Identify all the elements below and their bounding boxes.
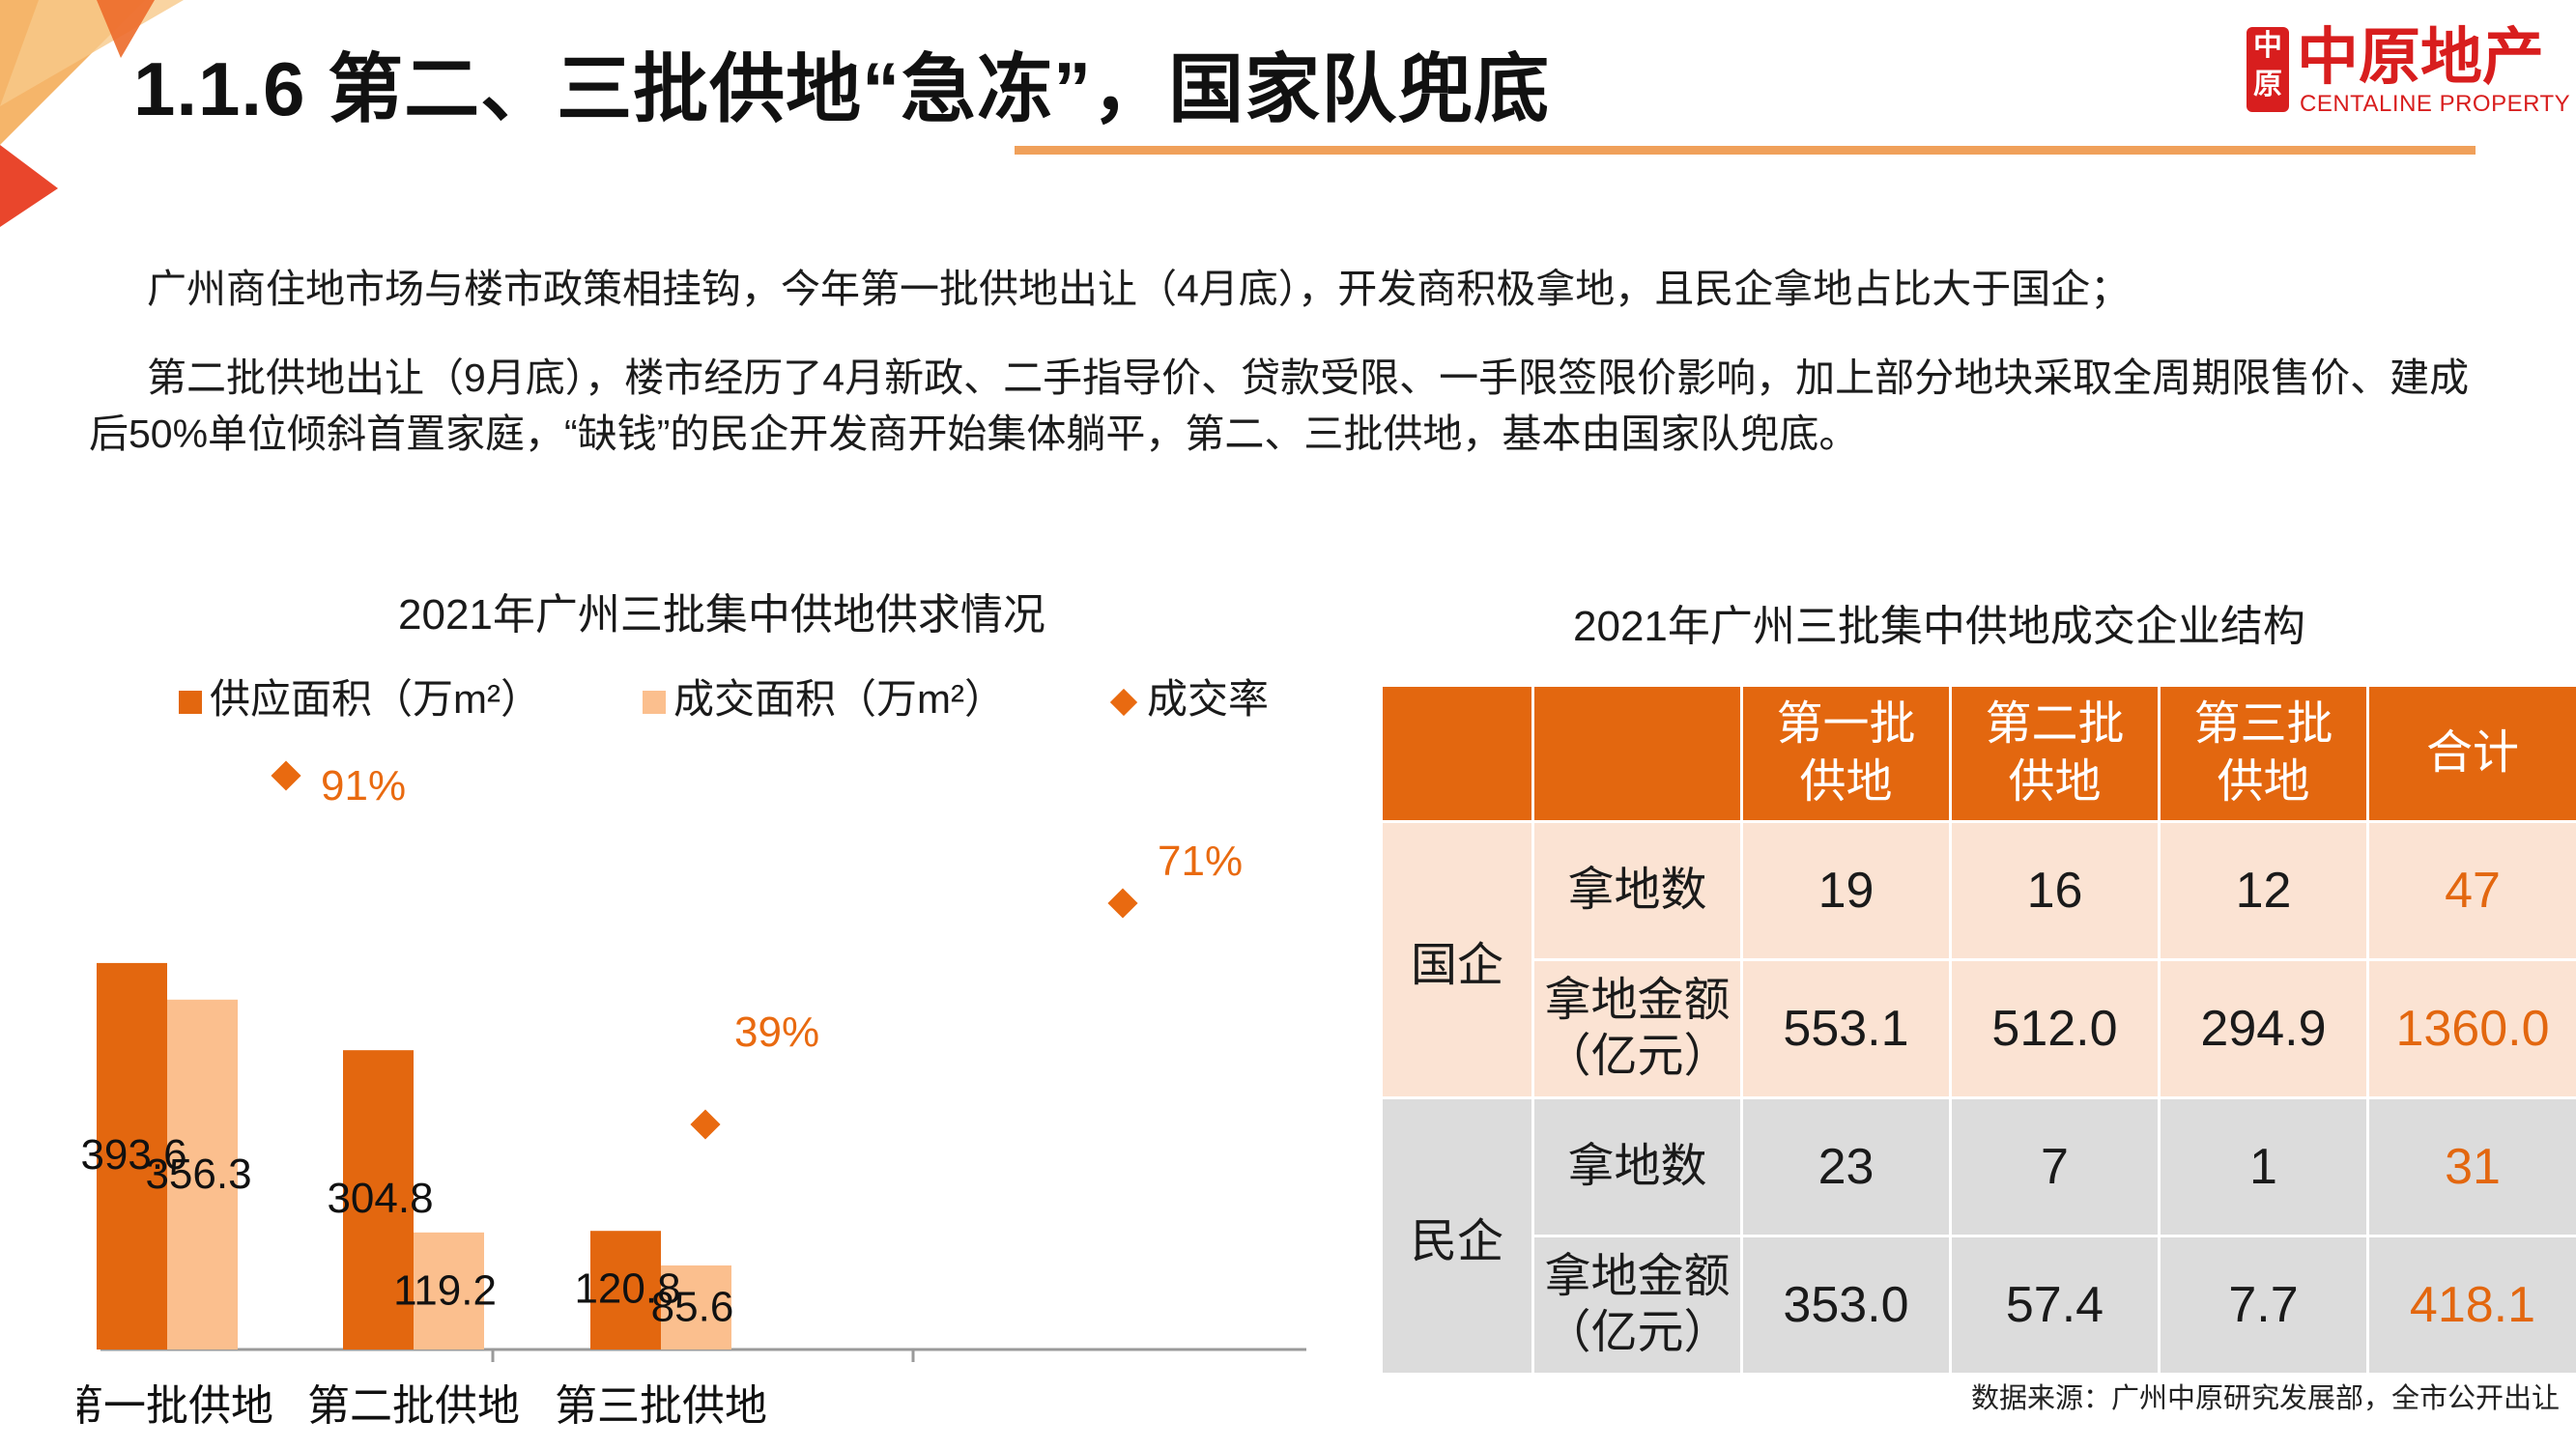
- bar-supply: [590, 1231, 661, 1350]
- header-batch3-line2: 供地: [2217, 756, 2310, 808]
- row-label-line: 拿地数: [1567, 1141, 1707, 1192]
- logo-en-text: CENTALINE PROPERTY: [2300, 91, 2571, 117]
- legend-item-deal: 成交面积（万m²）: [643, 667, 1005, 725]
- table-row: 拿地金额 （亿元） 553.1 512.0 294.9 1360.0: [1382, 958, 2576, 1099]
- bar-supply: [343, 1050, 414, 1350]
- data-label-supply: 304.8: [327, 1175, 433, 1222]
- header-batch2-line2: 供地: [2008, 756, 2102, 808]
- header-batch1-line1: 第一批: [1776, 698, 1916, 750]
- rate-marker: [690, 1109, 721, 1140]
- total-cell: 1360.0: [2366, 958, 2576, 1099]
- bar-deal: [167, 999, 238, 1350]
- header-batch3-line1: 第三批: [2193, 698, 2333, 750]
- table-row: 拿地金额 （亿元） 353.0 57.4 7.7 418.1: [1382, 1235, 2576, 1376]
- rate-label: 39%: [734, 1009, 819, 1056]
- data-label-deal: 119.2: [393, 1266, 497, 1314]
- value-cell: 12: [2158, 820, 2369, 961]
- row-label-cell: 拿地金额 （亿元）: [1531, 1235, 1743, 1376]
- logo-mark-icon: 中原: [2247, 27, 2289, 112]
- legend-swatch-supply: [179, 690, 202, 714]
- header-cell-empty: [1531, 684, 1743, 823]
- data-label-supply: 393.6: [80, 1131, 186, 1179]
- group-label-cell: 民企: [1380, 1096, 1534, 1376]
- rate-marker: [271, 760, 301, 791]
- data-source-note: 数据来源：广州中原研究发展部，全市公开出让: [1971, 1383, 2561, 1414]
- header-cell-batch2: 第二批 供地: [1949, 684, 2161, 823]
- total-cell: 418.1: [2366, 1235, 2576, 1376]
- header-cell-batch1: 第一批 供地: [1740, 684, 1952, 823]
- group-label-cell: 国企: [1380, 820, 1534, 1099]
- chart-title: 2021年广州三批集中供地供求情况: [398, 591, 1045, 639]
- x-tick-label: 第二批供地: [307, 1382, 520, 1430]
- row-label-line: （亿元）: [1544, 1031, 1731, 1082]
- data-label-supply: 120.8: [574, 1265, 680, 1313]
- header-batch2-line1: 第二批: [1985, 698, 2125, 750]
- bar-supply: [97, 962, 167, 1350]
- value-cell: 16: [1949, 820, 2161, 961]
- header-cell-empty: [1380, 684, 1534, 823]
- legend-item-supply: 供应面积（万m²）: [179, 667, 541, 725]
- corner-decoration: [0, 0, 184, 227]
- table-row: 国企 拿地数 19 16 12 47: [1380, 820, 2576, 1099]
- header-cell-total: 合计: [2366, 684, 2576, 823]
- total-cell: 47: [2366, 820, 2576, 961]
- row-label-cell: 拿地数: [1531, 1096, 1743, 1237]
- row-label-cell: 拿地数: [1531, 820, 1743, 961]
- table-title: 2021年广州三批集中供地成交企业结构: [1573, 603, 2305, 650]
- x-tick-label: 第三批供地: [555, 1382, 767, 1430]
- x-tick-label: 第一批供地: [77, 1382, 273, 1430]
- value-cell: 23: [1740, 1096, 1952, 1237]
- header-batch1-line2: 供地: [1799, 756, 1893, 808]
- value-cell: 7.7: [2158, 1235, 2369, 1376]
- rate-marker: [1107, 888, 1138, 919]
- legend-label-supply: 供应面积（万m²）: [210, 676, 541, 722]
- legend-swatch-deal: [643, 690, 666, 714]
- row-label-line: 拿地金额: [1544, 1251, 1731, 1302]
- row-label-line: （亿元）: [1544, 1307, 1731, 1358]
- brand-logo: 中原 中原地产 CENTALINE PROPERTY: [2247, 22, 2570, 120]
- value-cell: 353.0: [1740, 1235, 1952, 1376]
- page-title: 1.1.6 第二、三批供地“急冻”，国家队兜底: [133, 46, 1551, 131]
- value-cell: 294.9: [2158, 958, 2369, 1099]
- rate-label: 71%: [1158, 838, 1243, 885]
- data-label-deal: 356.3: [145, 1151, 251, 1198]
- value-cell: 1: [2158, 1096, 2369, 1237]
- legend-label-rate: 成交率: [1147, 676, 1270, 722]
- legend-label-deal: 成交面积（万m²）: [673, 676, 1005, 722]
- table-row: 民企 拿地数 23 7 1 31: [1380, 1096, 2576, 1376]
- rate-label: 91%: [321, 762, 406, 810]
- value-cell: 512.0: [1949, 958, 2161, 1099]
- value-cell: 7: [1949, 1096, 2161, 1237]
- row-label-cell: 拿地金额 （亿元）: [1531, 958, 1743, 1099]
- table-header-row: 第一批供地 第二批供地 第三批供地 合计: [1380, 684, 2576, 823]
- value-cell: 553.1: [1740, 958, 1952, 1099]
- legend-item-rate: 成交率: [1108, 667, 1269, 725]
- row-label-line: 拿地数: [1567, 865, 1707, 916]
- value-cell: 19: [1740, 820, 1952, 961]
- intro-paragraph-1: 广州商住地市场与楼市政策相挂钩，今年第一批供地出让（4月底），开发商积极拿地，且…: [147, 267, 2131, 311]
- intro-paragraph-2: 第二批供地出让（9月底），楼市经历了4月新政、二手指导价、贷款受限、一手限签限价…: [89, 355, 2470, 456]
- data-label-deal: 85.6: [651, 1283, 734, 1330]
- bar-deal: [414, 1232, 484, 1350]
- bar-deal: [661, 1264, 731, 1350]
- enterprise-structure-table: 第一批 供地 第二批 供地 第三批 供地 合计 国企 拿地数 19 16 12 47 拿地金额 （亿…: [1380, 684, 2576, 1376]
- logo-cn-text: 中原地产: [2297, 22, 2544, 92]
- header-cell-batch3: 第三批 供地: [2158, 684, 2369, 823]
- row-label-line: 拿地金额: [1544, 975, 1731, 1026]
- value-cell: 57.4: [1949, 1235, 2161, 1376]
- title-underline: [1015, 146, 2476, 155]
- total-cell: 31: [2366, 1096, 2576, 1237]
